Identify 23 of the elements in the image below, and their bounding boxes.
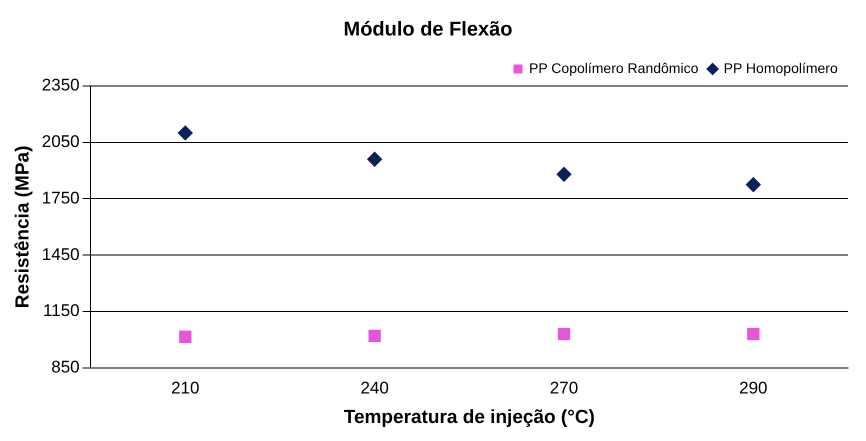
x-tick-label: 270 [550,378,578,398]
point [747,328,760,340]
point [368,330,381,342]
x-tick-label: 210 [171,378,200,398]
point [746,177,761,192]
x-tick-label: 290 [739,378,768,398]
y-tick-label: 1150 [43,301,80,320]
point [556,166,572,182]
x-tick-label: 240 [360,378,389,398]
point [178,125,193,140]
chart-title: Módulo de Flexão [344,18,512,41]
y-tick-label: 2350 [42,76,80,95]
point [558,328,570,340]
legend-label: PP Copolímero Randômico [528,60,699,76]
y-tick-label: 1450 [42,244,80,264]
y-tick-label: 2050 [42,132,80,152]
point [367,152,382,167]
legend-label: PP Homopolímero [724,60,838,76]
y-axis-title: Resistência (MPa) [12,146,34,308]
point [179,330,192,343]
x-axis-title: Temperatura de injeção (°C) [344,406,595,428]
y-tick-label: 1750 [42,188,80,208]
y-tick-label: 850 [51,357,80,376]
